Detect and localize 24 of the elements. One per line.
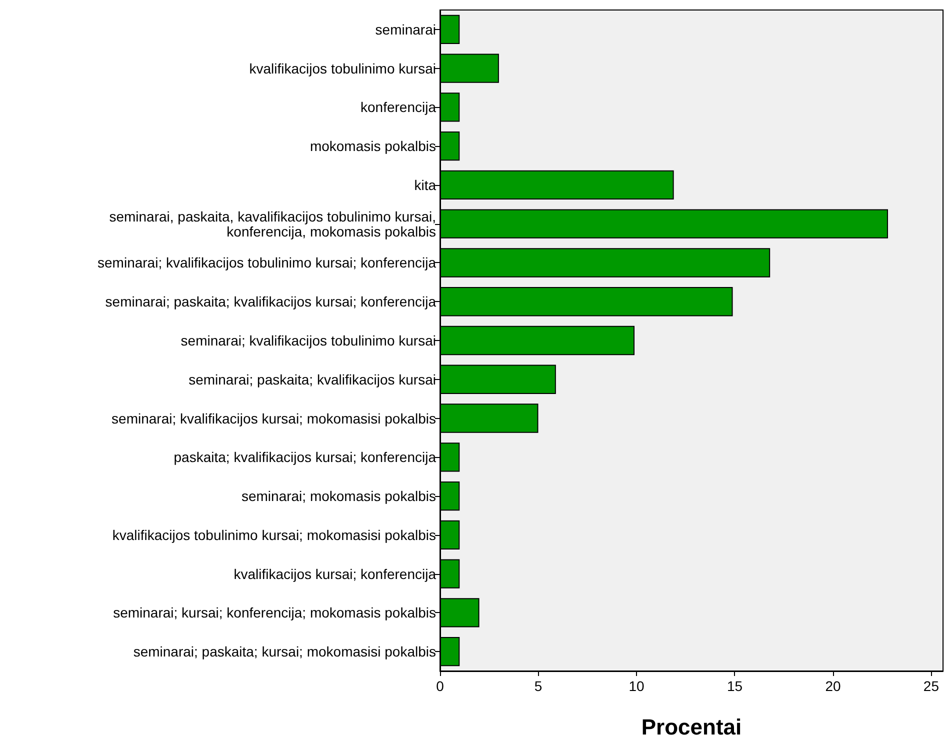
y-tick-label: kvalifikacijos tobulinimo kursai: [249, 60, 436, 76]
y-tick-label: kita: [414, 176, 436, 193]
y-tick-label: konferencija: [360, 99, 436, 116]
y-tick-label: seminarai; paskaita; kvalifikacijos kursai: [188, 371, 436, 388]
y-tick-label: seminarai: [375, 21, 436, 38]
y-tick-label: seminarai; paskaita; kvalifikacijos kursai; konferencija: [105, 294, 436, 310]
x-tick-label: 25: [923, 678, 940, 694]
x-tick-label: 10: [628, 678, 644, 694]
y-tick-label: seminarai; kvalifikacijos tobulinimo kursai; konferencija: [98, 254, 436, 271]
x-tick-label: 5: [534, 678, 542, 694]
y-tick-label: seminarai, paskaita, kavalifikacijos tobulinimo kursai, konferencija, mokomasis pokalbis: [109, 208, 436, 240]
x-tick-label: 0: [436, 678, 444, 694]
y-tick-label: kvalifikacijos tobulinimo kursai; mokomasisi pokalbis: [112, 526, 436, 543]
y-tick-label: paskaita; kvalifikacijos kursai; konferencija: [174, 449, 436, 466]
y-tick-label: seminarai; kursai; konferencija; mokomasis pokalbis: [113, 604, 436, 621]
y-tick-label: kvalifikacijos kursai; konferencija: [234, 566, 436, 582]
y-tick-label: seminarai; paskaita; kursai; mokomasisi pokalbis: [133, 644, 436, 660]
x-tick-label: 15: [726, 678, 743, 694]
y-tick-label: seminarai; mokomasis pokalbis: [241, 488, 436, 504]
y-tick-label: seminarai; kvalifikacijos tobulinimo kursai: [180, 332, 436, 348]
x-axis-title: Procentai: [641, 714, 742, 740]
y-tick-label: seminarai; kvalifikacijos kursai; mokomasisi pokalbis: [112, 410, 436, 426]
y-tick-label: mokomasis pokalbis: [310, 138, 436, 154]
x-tick-label: 20: [825, 678, 841, 694]
